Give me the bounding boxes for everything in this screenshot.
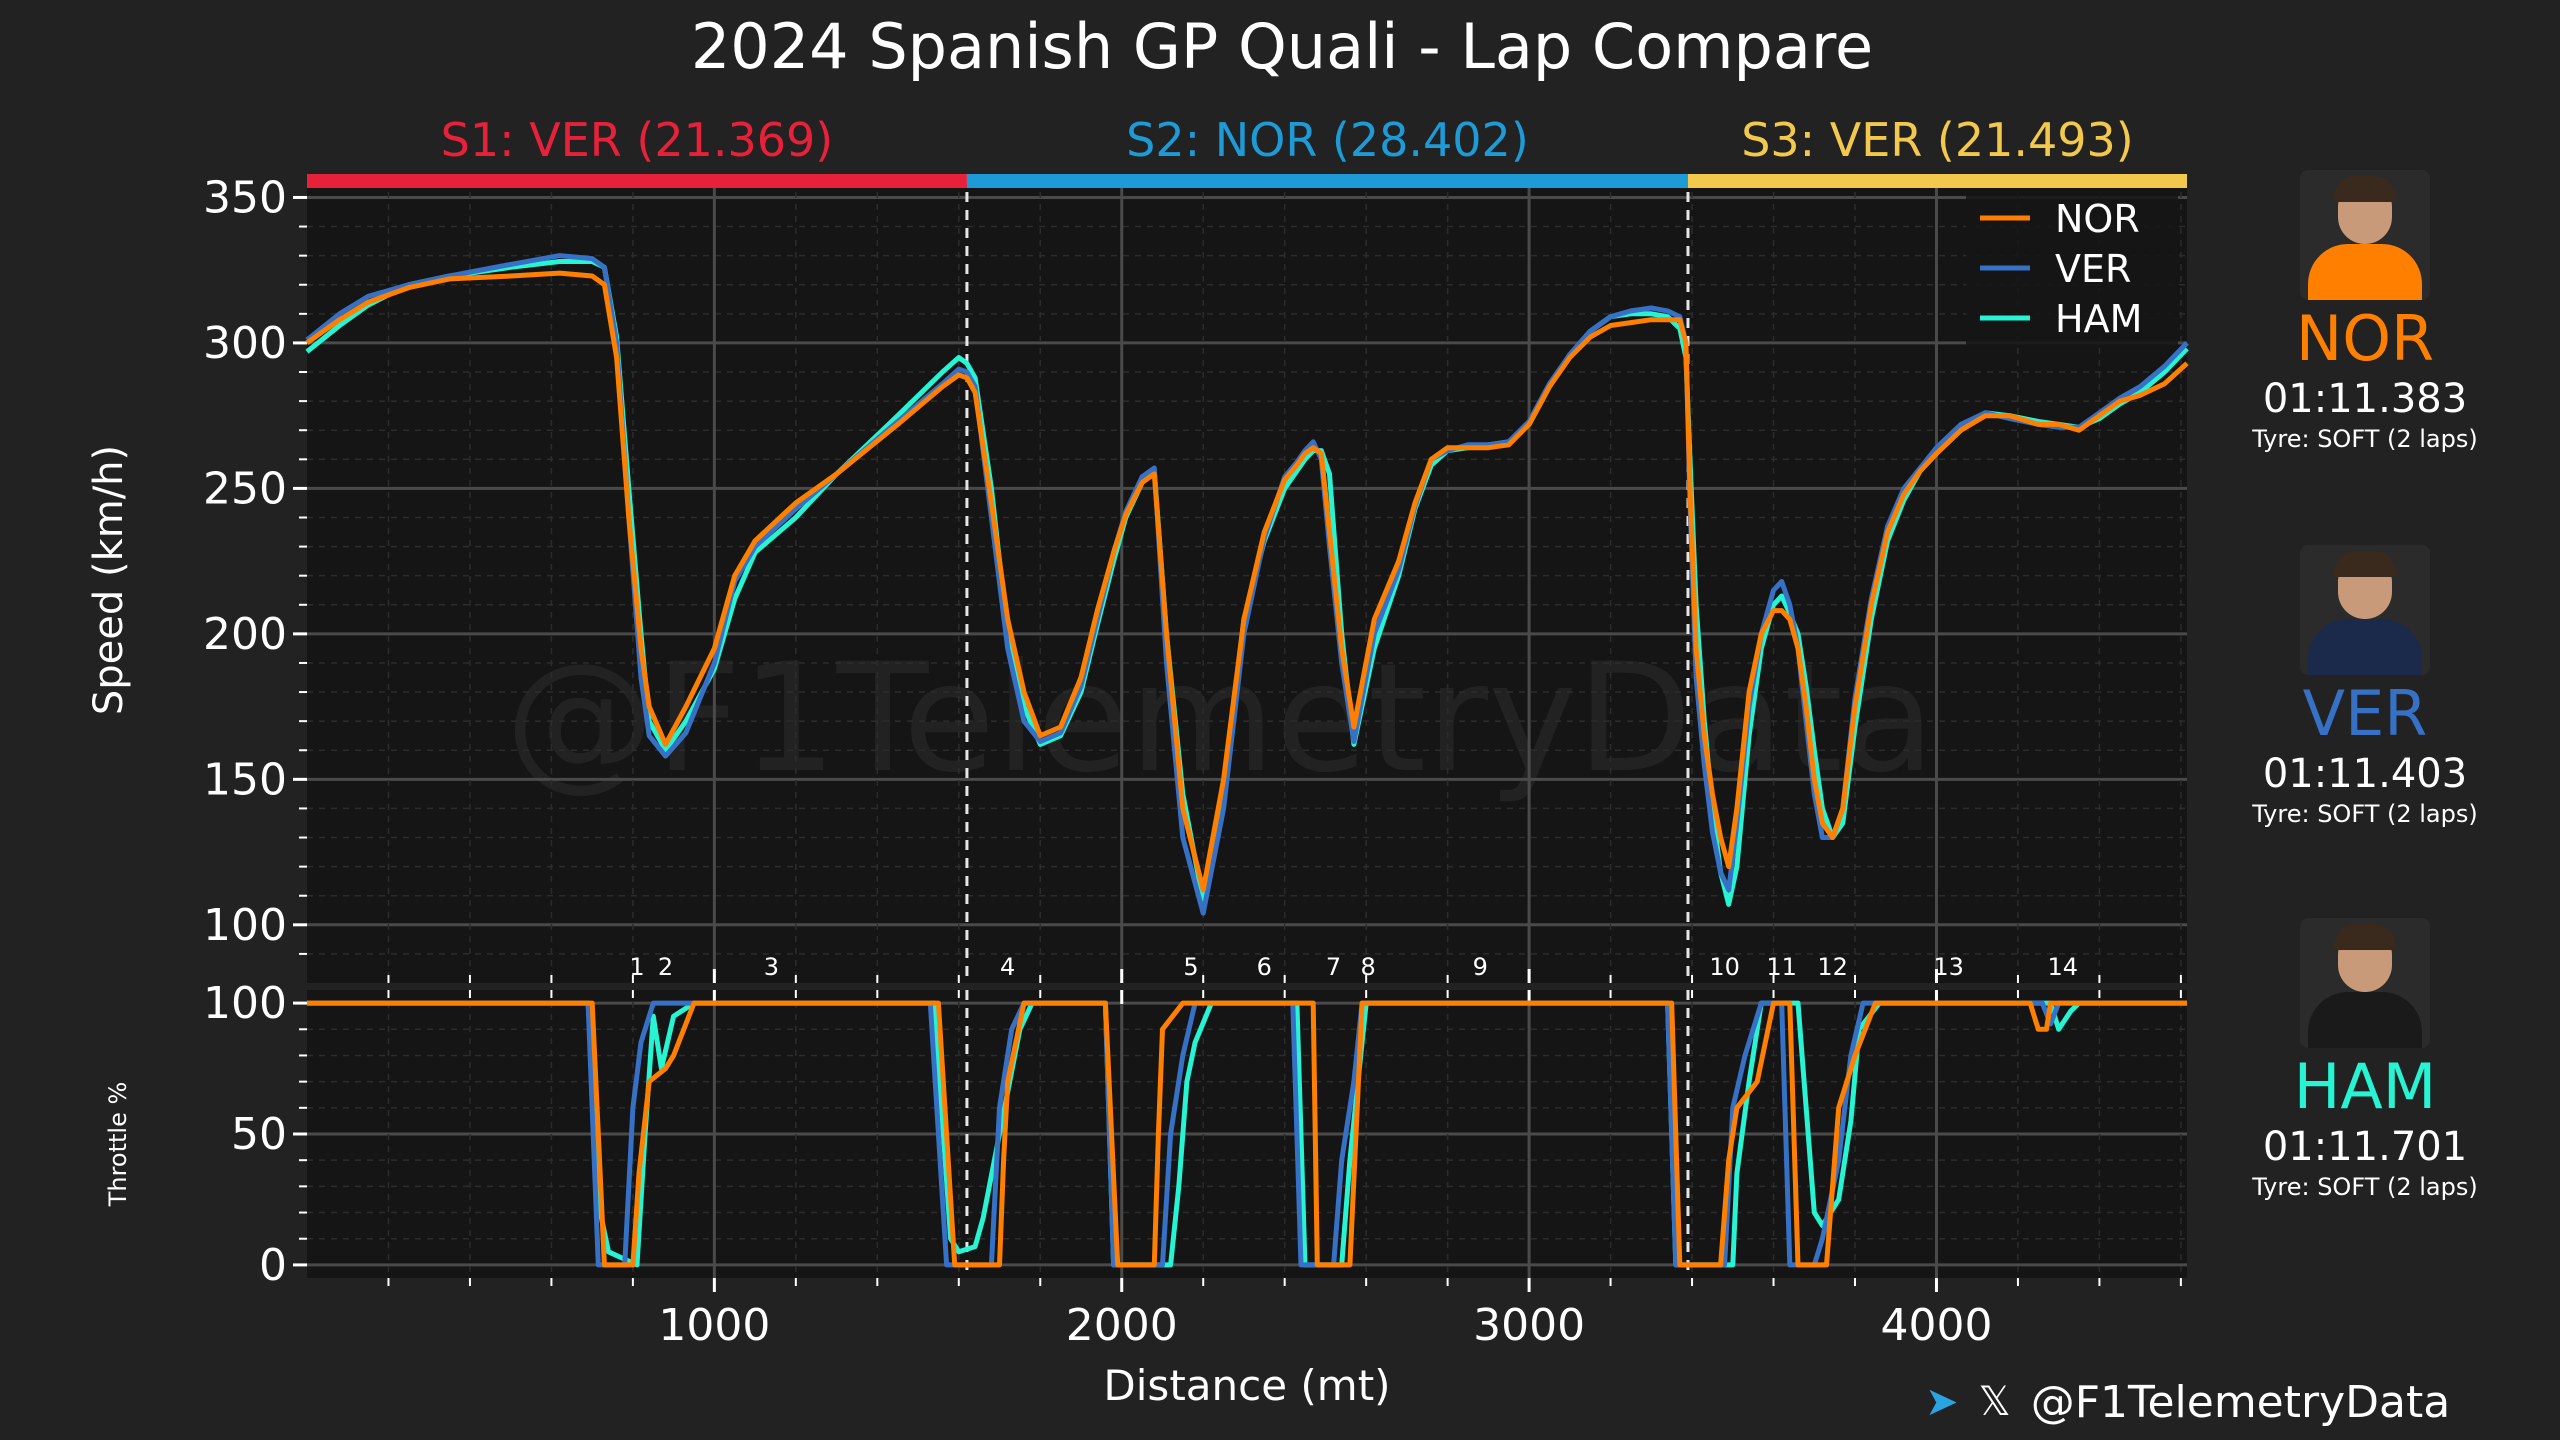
driver-tyre: Tyre: SOFT (2 laps) bbox=[2252, 1173, 2478, 1201]
speed-y-ticks: 100 150 200 250 300 350 bbox=[203, 172, 307, 955]
distance-x-ticks: 1000 2000 3000 4000 bbox=[387, 969, 2182, 1351]
corner-label: 12 bbox=[1817, 953, 1848, 981]
legend-label-ver: VER bbox=[2055, 247, 2131, 291]
corner-label: 10 bbox=[1709, 953, 1740, 981]
corner-labels: 1 2 3 4 5 6 7 8 9 10 11 12 13 14 bbox=[629, 953, 2078, 981]
speed-plot-area bbox=[307, 180, 2187, 983]
y-tick-label: 150 bbox=[203, 754, 287, 805]
driver-portrait bbox=[2300, 170, 2430, 300]
y-tick-label: 50 bbox=[231, 1109, 287, 1160]
throttle-y-axis-label: Throttle % bbox=[104, 1082, 132, 1208]
x-tick-label: 4000 bbox=[1880, 1300, 1992, 1351]
legend-label-nor: NOR bbox=[2055, 197, 2140, 241]
sector-label-3: S3: VER (21.493) bbox=[1741, 113, 2134, 167]
driver-laptime: 01:11.383 bbox=[2262, 376, 2468, 422]
driver-card-ham: HAM 01:11.701 Tyre: SOFT (2 laps) bbox=[2210, 918, 2520, 1202]
corner-label: 5 bbox=[1183, 953, 1198, 981]
corner-label: 1 bbox=[629, 953, 644, 981]
corner-label: 13 bbox=[1933, 953, 1964, 981]
speed-line-nor bbox=[305, 270, 2189, 893]
corner-label: 6 bbox=[1257, 953, 1272, 981]
y-tick-label: 250 bbox=[203, 463, 287, 514]
sector-bar-2 bbox=[966, 174, 1688, 188]
driver-tyre: Tyre: SOFT (2 laps) bbox=[2252, 425, 2478, 453]
speed-grid bbox=[307, 180, 2187, 983]
speed-lines bbox=[305, 253, 2189, 916]
sector-bar-1 bbox=[307, 174, 967, 188]
sector-label-2: S2: NOR (28.402) bbox=[1126, 113, 1529, 167]
credit: ➤ 𝕏 @F1TelemetryData bbox=[1925, 1372, 2450, 1432]
x-tick-label: 2000 bbox=[1066, 1300, 1178, 1351]
throttle-panel: 0 50 100 1000 2000 3000 4000 Throttle % Dista… bbox=[104, 969, 2187, 1410]
corner-label: 8 bbox=[1361, 953, 1376, 981]
y-tick-label: 200 bbox=[203, 609, 287, 660]
x-tick-label: 1000 bbox=[658, 1300, 770, 1351]
speed-panel: @F1TelemetryData S1: VER (21.369) S2: NOR… bbox=[86, 113, 2189, 983]
corner-label: 3 bbox=[764, 953, 779, 981]
throttle-line-nor bbox=[307, 1000, 2187, 1268]
corner-label: 9 bbox=[1473, 953, 1488, 981]
y-tick-label: 300 bbox=[203, 318, 287, 369]
throttle-sector-dividers bbox=[965, 990, 1690, 1278]
sector-dividers bbox=[965, 174, 1690, 983]
corner-label: 2 bbox=[658, 953, 673, 981]
chart-title: 2024 Spanish GP Quali - Lap Compare bbox=[691, 10, 1873, 83]
driver-code: VER bbox=[2302, 677, 2428, 750]
sector-bars: S1: VER (21.369) S2: NOR (28.402) S3: VER … bbox=[307, 113, 2187, 188]
telegram-icon: ➤ bbox=[1925, 1379, 1959, 1425]
throttle-y-ticks: 0 50 100 bbox=[203, 978, 307, 1291]
driver-code: HAM bbox=[2293, 1050, 2437, 1123]
corner-label: 14 bbox=[2047, 953, 2078, 981]
corner-label: 4 bbox=[1000, 953, 1015, 981]
legend-label-ham: HAM bbox=[2055, 297, 2142, 341]
sector-label-1: S1: VER (21.369) bbox=[441, 113, 834, 167]
y-tick-label: 350 bbox=[203, 172, 287, 223]
driver-laptime: 01:11.403 bbox=[2262, 751, 2468, 797]
y-tick-label: 100 bbox=[203, 900, 287, 951]
driver-card-ver: VER 01:11.403 Tyre: SOFT (2 laps) bbox=[2210, 545, 2520, 829]
driver-laptime: 01:11.701 bbox=[2262, 1124, 2468, 1170]
driver-portrait bbox=[2300, 545, 2430, 675]
y-tick-label: 0 bbox=[259, 1240, 287, 1291]
corner-label: 7 bbox=[1326, 953, 1341, 981]
driver-portrait bbox=[2300, 918, 2430, 1048]
driver-card-nor: NOR 01:11.383 Tyre: SOFT (2 laps) bbox=[2210, 170, 2520, 454]
driver-tyre: Tyre: SOFT (2 laps) bbox=[2252, 800, 2478, 828]
distance-x-axis-label: Distance (mt) bbox=[1103, 1361, 1390, 1410]
legend: NOR VER HAM bbox=[1966, 188, 2178, 348]
y-tick-label: 100 bbox=[203, 978, 287, 1029]
speed-y-axis-label: Speed (km/h) bbox=[86, 445, 132, 715]
throttle-lines bbox=[307, 1000, 2187, 1268]
corner-label: 11 bbox=[1766, 953, 1797, 981]
credit-handle: @F1TelemetryData bbox=[2030, 1376, 2451, 1428]
driver-code: NOR bbox=[2295, 302, 2435, 375]
sector-bar-3 bbox=[1687, 174, 2187, 188]
x-icon: 𝕏 bbox=[1978, 1379, 2011, 1425]
x-tick-label: 3000 bbox=[1473, 1300, 1585, 1351]
